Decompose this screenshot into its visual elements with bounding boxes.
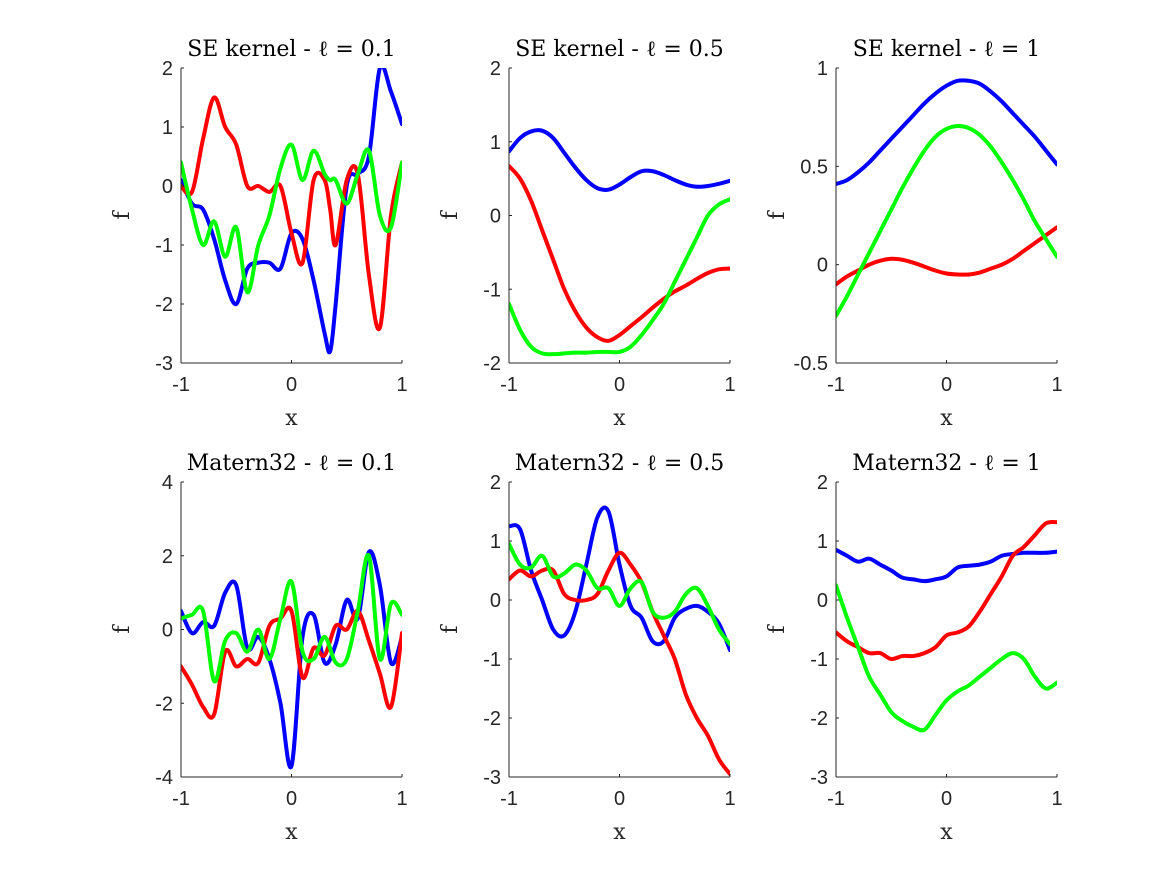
series-line-3 [181,552,402,684]
y-tick-label: -1 [810,649,828,671]
series-line-3 [836,583,1057,733]
x-tick-label: 1 [396,788,407,810]
y-tick-label: 4 [162,472,173,494]
series-line-3 [509,541,730,647]
series-group [836,519,1057,733]
y-tick-label: -3 [483,767,501,789]
x-tick-label: -1 [500,374,518,396]
panel-title: Matern32 - ℓ = 0.5 [515,451,725,476]
y-tick-label: 0 [162,620,173,642]
y-tick-label: 2 [162,58,173,80]
y-tick-label: 1 [817,531,828,553]
x-tick-label: 1 [396,374,407,396]
series-line-2 [181,95,402,332]
x-axis-label: x [285,820,298,845]
series-line-2 [181,605,402,720]
y-axis-label: f [438,210,463,220]
y-tick-label: 1 [162,117,173,139]
subplot-4: -4 -2 0 2 4 -1 0 1 x f Matern32 - ℓ = 0.1 [110,451,408,845]
x-tick-label: 0 [614,788,625,810]
y-tick-label: -1 [483,279,501,301]
x-tick-label: 0 [941,374,952,396]
y-tick-label: 0 [817,255,828,277]
series-line-2 [836,519,1057,662]
y-axis-label: f [765,624,790,634]
y-tick-label: -0.5 [794,353,828,375]
y-tick-label: -1 [483,649,501,671]
series-group [181,68,402,355]
x-tick-label: -1 [827,788,845,810]
x-axis-label: x [940,406,953,431]
y-axis-label: f [110,624,135,634]
y-tick-label: 0 [817,590,828,612]
x-tick-label: 0 [286,788,297,810]
x-axis-label: x [613,820,626,845]
y-tick-label: 2 [162,546,173,568]
y-tick-label: 1 [817,58,828,80]
y-tick-label: -3 [155,353,173,375]
panel-title: Matern32 - ℓ = 0.1 [187,451,397,476]
x-axis-label: x [613,406,626,431]
series-line-1 [836,547,1057,584]
x-tick-label: 1 [724,374,735,396]
y-tick-label: 2 [490,58,501,80]
y-axis-label: f [765,210,790,220]
y-tick-label: -3 [810,767,828,789]
y-axis-label: f [438,624,463,634]
y-axis-label: f [110,210,135,220]
y-tick-label: -2 [155,693,173,715]
subplot-3: -0.5 0 0.5 1 -1 0 1 x f SE kernel - ℓ = 1 [765,37,1063,431]
x-tick-label: 1 [1051,788,1062,810]
series-line-1 [181,68,402,355]
x-axis-label: x [285,406,298,431]
y-tick-label: -2 [810,708,828,730]
y-tick-label: 0.5 [800,156,828,178]
y-tick-label: -1 [155,235,173,257]
series-line-1 [836,78,1057,187]
series-line-2 [836,225,1057,287]
series-group [509,128,730,357]
x-tick-label: -1 [500,788,518,810]
y-tick-label: 1 [490,132,501,154]
y-tick-label: -2 [483,708,501,730]
series-line-2 [509,164,730,343]
y-tick-label: 0 [490,206,501,228]
panel-title: SE kernel - ℓ = 1 [853,37,1041,62]
panel-title: Matern32 - ℓ = 1 [852,451,1041,476]
series-line-1 [509,505,730,653]
y-tick-label: 0 [490,590,501,612]
x-tick-label: -1 [172,374,190,396]
x-tick-label: 0 [941,788,952,810]
series-group [836,78,1057,318]
x-tick-label: 1 [1051,374,1062,396]
x-axis-label: x [940,820,953,845]
x-tick-label: 0 [286,374,297,396]
panel-title: SE kernel - ℓ = 0.1 [187,37,396,62]
y-tick-label: 1 [490,531,501,553]
series-group [181,549,402,770]
subplot-1: -3 -2 -1 0 1 2 -1 0 1 x f SE kernel - ℓ = 0.1 [110,37,408,431]
series-line-3 [509,197,730,357]
x-tick-label: 0 [614,374,625,396]
y-tick-label: -2 [155,294,173,316]
y-tick-label: 2 [817,472,828,494]
y-tick-label: -4 [155,767,173,789]
series-group [509,505,730,777]
x-tick-label: -1 [172,788,190,810]
series-line-2 [509,550,730,777]
y-tick-label: 2 [490,472,501,494]
x-tick-label: 1 [724,788,735,810]
series-line-3 [181,142,402,295]
y-tick-label: -2 [483,353,501,375]
series-line-1 [509,128,730,192]
panel-title: SE kernel - ℓ = 0.5 [515,37,724,62]
series-line-3 [836,123,1057,318]
subplot-5: -3 -2 -1 0 1 2 -1 0 1 x f Matern32 - ℓ = 0.5 [438,451,736,845]
subplot-6: -3 -2 -1 0 1 2 -1 0 1 x f Matern32 - ℓ = 1 [765,451,1063,845]
y-tick-label: 0 [162,176,173,198]
x-tick-label: -1 [827,374,845,396]
